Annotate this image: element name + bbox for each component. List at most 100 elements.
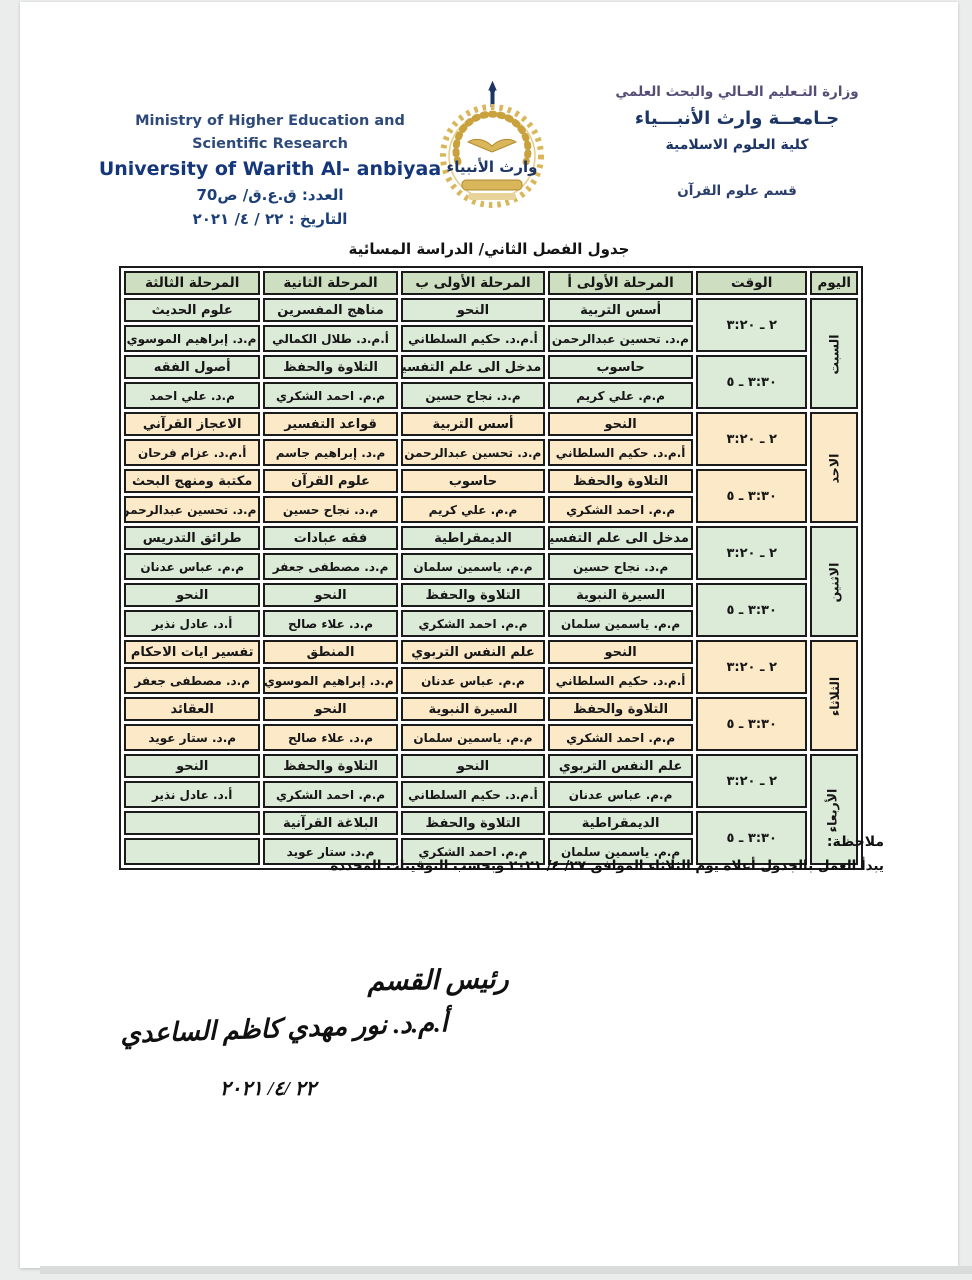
column-header: المرحلة الثالثة: [124, 271, 261, 295]
teacher-cell: [124, 838, 261, 865]
subject-cell: التلاوة والحفظ: [263, 754, 398, 778]
time-cell: ٢ ـ ٣:٢٠: [695, 526, 808, 580]
teacher-cell: م.م. احمد الشكري: [263, 382, 398, 409]
subject-cell: أسس التربية: [400, 412, 546, 436]
subject-cell: علم النفس التربوي: [400, 640, 546, 664]
teacher-cell: م.د. إبراهيم جاسم: [263, 439, 398, 466]
subject-cell: الديمقراطية: [400, 526, 546, 550]
subject-cell: البلاغة القرآنية: [263, 811, 398, 835]
subject-cell: السيرة النبوية: [548, 583, 693, 607]
teacher-cell: م.م. احمد الشكري: [548, 724, 693, 751]
day-label: الاحد: [826, 453, 842, 484]
ministry-name-arabic: وزارة التـعليم العـالي والبحث العلمي: [615, 84, 859, 100]
subject-cell: التلاوة والحفظ: [263, 355, 398, 379]
teacher-cell: أ.م.د. حكيم السلطاني: [400, 325, 546, 352]
note-body: يبدأ العمل بالجدول أعلاه يوم الثلاثاء ال…: [330, 858, 884, 874]
subject-cell: الديمقراطية: [548, 811, 693, 835]
column-header: المرحلة الأولى ب: [400, 271, 546, 295]
subject-cell: علم النفس التربوي: [548, 754, 693, 778]
time-cell: ٢ ـ ٣:٢٠: [695, 754, 808, 808]
teacher-cell: م.د. علي احمد: [124, 382, 261, 409]
document-page: وزارة التـعليم العـالي والبحث العلمي جـا…: [20, 2, 958, 1268]
teacher-cell: م.م. عباس عدنان: [400, 667, 546, 694]
teacher-cell: م.م. علي كريم: [548, 382, 693, 409]
subject-cell: السيرة النبوية: [400, 697, 546, 721]
subject-cell: تفسير ايات الاحكام: [124, 640, 261, 664]
university-name-arabic: جـامعــة وارث الأنبـــياء: [634, 108, 840, 129]
subject-cell: النحو: [263, 583, 398, 607]
subject-cell: مناهج المفسرين: [263, 298, 398, 322]
college-name-arabic: كلية العلوم الاسلامية: [665, 137, 809, 153]
department-name-arabic: قسم علوم القرآن: [677, 183, 797, 199]
subject-cell: قواعد التفسير: [263, 412, 398, 436]
day-label: السبت: [826, 334, 842, 375]
teacher-cell: م.م. احمد الشكري: [400, 838, 546, 865]
subject-cell: الاعجاز القرآني: [124, 412, 261, 436]
teacher-cell: أ.م.د. طلال الكمالي: [263, 325, 398, 352]
subject-cell: مدخل الى علم التفسير: [548, 526, 693, 550]
time-cell: ٣:٣٠ ـ ٥: [695, 811, 808, 865]
subject-cell: النحو: [263, 697, 398, 721]
teacher-cell: م.م. ياسمين سلمان: [400, 724, 546, 751]
time-cell: ٣:٣٠ ـ ٥: [695, 697, 808, 751]
time-cell: ٢ ـ ٣:٢٠: [695, 412, 808, 466]
teacher-cell: أ.م.د. حكيم السلطاني: [548, 667, 693, 694]
university-logo-icon: وارث الأنبياء: [432, 80, 552, 212]
header-arabic: وزارة التـعليم العـالي والبحث العلمي جـا…: [572, 84, 902, 199]
subject-cell: المنطق: [263, 640, 398, 664]
teacher-cell: م.د. ستار عويد: [124, 724, 261, 751]
note-section: ملاحظة: يبدأ العمل بالجدول أعلاه يوم الث…: [330, 834, 884, 874]
time-cell: ٣:٣٠ ـ ٥: [695, 469, 808, 523]
subject-cell: التلاوة والحفظ: [400, 811, 546, 835]
subject-cell: علوم القرآن: [263, 469, 398, 493]
logo-calligraphy: وارث الأنبياء: [447, 158, 538, 176]
day-label: الأربعاء: [824, 788, 840, 833]
column-header: الوقت: [695, 271, 808, 295]
note-label: ملاحظة:: [826, 834, 884, 850]
day-label: الثلاثاء: [826, 676, 842, 717]
day-cell: السبت: [810, 298, 858, 409]
subject-cell: النحو: [548, 412, 693, 436]
day-cell: الثلاثاء: [810, 640, 858, 751]
teacher-cell: م.د. علاء صالح: [263, 724, 398, 751]
document-number: العدد: ق.ع.ق/ ص70: [196, 186, 344, 205]
teacher-cell: م.م. ياسمين سلمان: [548, 610, 693, 637]
teacher-cell: م.د. نجاح حسين: [263, 496, 398, 523]
subject-cell: [124, 811, 261, 835]
subject-cell: النحو: [548, 640, 693, 664]
signature-name: أ.م.د. نور مهدي كاظم الساعدي: [119, 1008, 449, 1049]
teacher-cell: م.م. احمد الشكري: [400, 610, 546, 637]
subject-cell: مدخل الى علم التفسير: [400, 355, 546, 379]
subject-cell: العقائد: [124, 697, 261, 721]
time-cell: ٣:٣٠ ـ ٥: [695, 355, 808, 409]
subject-cell: التلاوة والحفظ: [548, 469, 693, 493]
teacher-cell: م.د. نجاح حسين: [548, 553, 693, 580]
teacher-cell: م.م. احمد الشكري: [548, 496, 693, 523]
subject-cell: النحو: [400, 754, 546, 778]
subject-cell: مكتبة ومنهج البحث: [124, 469, 261, 493]
subject-cell: علوم الحديث: [124, 298, 261, 322]
subject-cell: حاسوب: [400, 469, 546, 493]
teacher-cell: أ.د. عادل نذير: [124, 610, 261, 637]
document-date: التاريخ : ٢٢ / ٤/ ٢٠٢١: [192, 210, 348, 229]
schedule-table: اليوم الوقت المرحلة الأولى أ المرحلة الأولى…: [119, 266, 863, 870]
signature-title: رئيس القسم: [367, 963, 509, 997]
subject-cell: فقه عبادات: [263, 526, 398, 550]
header-english: Ministry of Higher Education and Scienti…: [98, 110, 442, 228]
teacher-cell: م.د. تحسين عبدالرحمن: [124, 496, 261, 523]
teacher-cell: م.د. مصطفى جعفر: [263, 553, 398, 580]
day-cell: الأربعاء: [810, 754, 858, 865]
subject-cell: النحو: [400, 298, 546, 322]
teacher-cell: م.م. ياسمين سلمان: [548, 838, 693, 865]
day-label: الاثنين: [826, 562, 842, 603]
time-cell: ٢ ـ ٣:٢٠: [695, 640, 808, 694]
subject-cell: حاسوب: [548, 355, 693, 379]
subject-cell: التلاوة والحفظ: [548, 697, 693, 721]
teacher-cell: م.د. تحسين عبدالرحمن: [400, 439, 546, 466]
teacher-cell: م.م. عباس عدنان: [124, 553, 261, 580]
subject-cell: طرائق التدريس: [124, 526, 261, 550]
university-name-english: University of Warith Al- anbiyaa: [98, 158, 442, 181]
teacher-cell: أ.م.د. عزام فرحان: [124, 439, 261, 466]
subject-cell: أسس التربية: [548, 298, 693, 322]
day-cell: الاثنين: [810, 526, 858, 637]
